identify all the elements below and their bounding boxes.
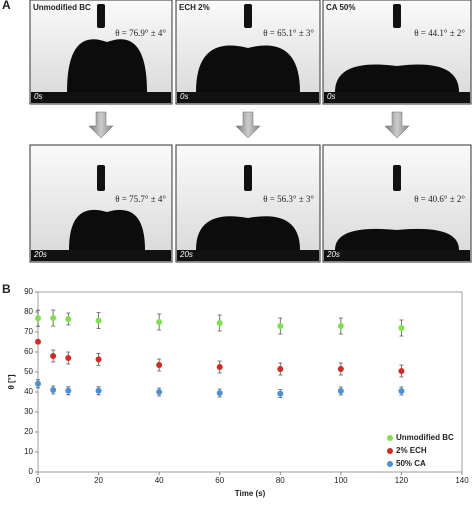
point xyxy=(277,366,284,372)
substrate xyxy=(177,250,319,261)
sample-title: CA 50% xyxy=(326,3,356,12)
x-tick-label: 40 xyxy=(155,476,164,485)
y-tick-label: 90 xyxy=(24,287,33,296)
needle xyxy=(393,4,401,28)
droplet xyxy=(69,209,145,250)
substrate xyxy=(31,250,171,261)
time-label: 20s xyxy=(326,250,340,259)
needle xyxy=(97,165,105,191)
y-axis-label: θ [°] xyxy=(7,374,16,389)
y-tick-label: 30 xyxy=(24,407,33,416)
droplet xyxy=(196,216,300,250)
point xyxy=(65,387,72,394)
point xyxy=(398,388,405,394)
legend-marker xyxy=(387,461,393,467)
x-tick-label: 0 xyxy=(36,476,41,485)
x-tick-label: 60 xyxy=(215,476,224,485)
droplet xyxy=(67,39,147,92)
time-label: 20s xyxy=(179,250,193,259)
substrate xyxy=(31,92,171,103)
point xyxy=(337,388,344,394)
legend-label: Unmodified BC xyxy=(396,433,454,442)
x-axis-label: Time (s) xyxy=(235,489,266,498)
y-tick-label: 20 xyxy=(24,427,33,436)
x-tick-label: 140 xyxy=(455,476,469,485)
substrate xyxy=(324,92,470,103)
x-tick-label: 100 xyxy=(334,476,348,485)
point xyxy=(35,315,41,322)
point xyxy=(65,355,72,361)
needle xyxy=(97,4,105,28)
point xyxy=(65,316,72,322)
point xyxy=(50,315,57,321)
time-label: 0s xyxy=(34,92,42,101)
droplet xyxy=(196,45,300,92)
point xyxy=(216,320,223,326)
legend-label: 2% ECH xyxy=(396,446,427,455)
plot-frame xyxy=(37,291,463,473)
x-tick-label: 120 xyxy=(395,476,409,485)
point xyxy=(35,338,41,345)
contact-angle: θ = 40.6° ± 2° xyxy=(414,194,465,204)
contact-angle: θ = 75.7° ± 4° xyxy=(115,194,166,204)
arrow xyxy=(384,111,410,139)
contact-angle: θ = 56.3° ± 3° xyxy=(263,194,314,204)
y-tick-label: 50 xyxy=(24,367,33,376)
panel-label: A xyxy=(2,0,11,12)
legend-marker xyxy=(387,435,393,441)
droplet xyxy=(335,64,459,92)
needle xyxy=(393,165,401,191)
point xyxy=(216,364,223,370)
y-tick-label: 0 xyxy=(29,467,34,476)
point xyxy=(156,319,163,325)
point xyxy=(216,390,223,396)
point xyxy=(398,368,405,374)
point xyxy=(156,362,163,368)
point xyxy=(95,356,102,363)
droplet xyxy=(335,228,459,250)
needle xyxy=(244,4,252,28)
substrate xyxy=(324,250,470,261)
y-tick-label: 70 xyxy=(24,327,33,336)
arrow xyxy=(235,111,261,139)
point xyxy=(95,317,102,324)
x-tick-label: 80 xyxy=(276,476,285,485)
point xyxy=(277,390,284,397)
point xyxy=(50,353,57,359)
contact-angle: θ = 76.9° ± 4° xyxy=(115,28,166,38)
substrate xyxy=(177,92,319,103)
panel-label: B xyxy=(2,282,11,296)
y-tick-label: 80 xyxy=(24,307,33,316)
point xyxy=(337,366,344,372)
arrow xyxy=(88,111,114,139)
point xyxy=(337,323,344,329)
contact-angle: θ = 44.1° ± 2° xyxy=(414,28,465,38)
sample-title: ECH 2% xyxy=(179,3,210,12)
x-tick-label: 20 xyxy=(94,476,103,485)
legend-label: 50% CA xyxy=(396,459,426,468)
sample-title: Unmodified BC xyxy=(33,3,91,12)
y-tick-label: 40 xyxy=(24,387,33,396)
needle xyxy=(244,165,252,191)
point xyxy=(35,380,41,387)
point xyxy=(277,323,284,329)
y-tick-label: 60 xyxy=(24,347,33,356)
point xyxy=(156,389,163,395)
time-label: 0s xyxy=(327,92,335,101)
time-label: 0s xyxy=(180,92,188,101)
point xyxy=(95,387,102,394)
contact-angle: θ = 65.1° ± 3° xyxy=(263,28,314,38)
y-tick-label: 10 xyxy=(24,447,33,456)
time-label: 20s xyxy=(33,250,47,259)
point xyxy=(50,387,57,393)
point xyxy=(398,325,405,331)
legend-marker xyxy=(387,448,393,454)
